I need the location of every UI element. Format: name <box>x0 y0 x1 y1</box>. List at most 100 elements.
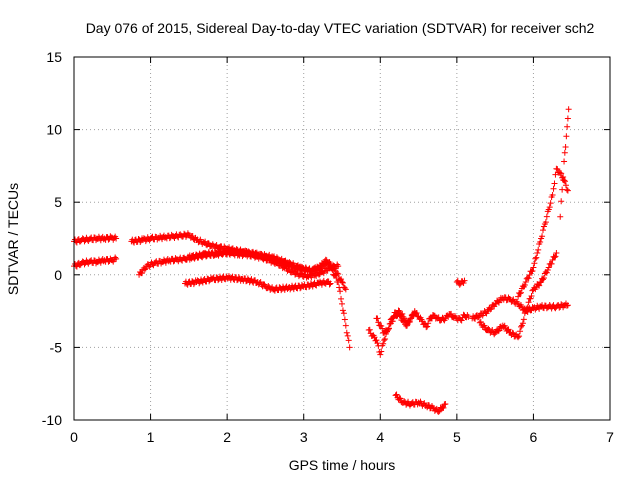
data-point <box>344 332 351 339</box>
data-point <box>564 187 571 194</box>
data-point <box>205 240 211 247</box>
y-tick-label: 0 <box>54 267 62 283</box>
series-arc-a-lower <box>71 254 120 270</box>
data-point <box>338 295 345 302</box>
data-point <box>519 320 526 327</box>
data-point <box>307 280 314 287</box>
data-point <box>113 255 120 262</box>
y-tick-label: -5 <box>50 339 63 355</box>
data-point <box>532 255 539 262</box>
data-point <box>113 235 120 242</box>
data-point <box>378 322 385 329</box>
data-point <box>520 316 527 323</box>
data-point <box>545 264 552 271</box>
data-point <box>501 322 508 329</box>
data-point <box>564 302 571 309</box>
x-tick-label: 3 <box>300 429 308 445</box>
data-point <box>332 272 339 279</box>
data-point <box>558 198 565 205</box>
series-arc-e-rise <box>515 165 571 300</box>
x-axis-label: GPS time / hours <box>289 457 396 473</box>
data-point <box>324 259 331 266</box>
x-tick-label: 1 <box>147 429 155 445</box>
data-point <box>229 273 236 280</box>
data-point <box>537 239 544 246</box>
data-point <box>550 185 557 192</box>
data-point <box>393 313 400 320</box>
data-point <box>396 308 403 315</box>
data-point <box>515 334 522 341</box>
series-arc-a-upper <box>71 233 120 246</box>
data-point <box>343 329 350 336</box>
data-point <box>563 133 570 140</box>
data-point <box>340 310 347 317</box>
y-tick-label: 10 <box>46 122 62 138</box>
series-arc-e-short <box>453 277 468 288</box>
data-point <box>287 261 294 268</box>
data-point <box>188 255 195 262</box>
data-point <box>380 340 387 347</box>
data-point <box>411 308 418 315</box>
data-point <box>397 395 404 402</box>
data-point <box>517 323 524 330</box>
data-point <box>342 286 349 293</box>
data-point <box>564 123 571 130</box>
x-tick-label: 4 <box>376 429 384 445</box>
x-tick-label: 5 <box>453 429 461 445</box>
data-point <box>505 326 512 333</box>
data-point <box>495 299 502 306</box>
data-point <box>543 213 550 220</box>
data-point <box>160 256 167 263</box>
data-point <box>561 149 568 156</box>
data-point <box>559 186 566 193</box>
data-point <box>423 324 430 331</box>
data-point <box>393 391 400 398</box>
series-arc-d-main <box>365 309 472 358</box>
data-point <box>131 239 138 246</box>
series-arc-e-lower <box>476 250 560 341</box>
data-point <box>548 260 555 267</box>
data-point <box>528 292 535 299</box>
data-point <box>377 351 384 358</box>
data-point <box>379 325 386 332</box>
data-point <box>73 239 80 246</box>
data-point <box>554 166 561 173</box>
data-point <box>345 337 352 344</box>
axis-ticks: 0 1 2 3 4 5 6 7 -10 -5 0 5 10 15 <box>42 49 614 445</box>
data-point <box>561 158 568 165</box>
data-point <box>389 318 396 325</box>
data-point <box>395 307 402 314</box>
data-point <box>339 307 346 314</box>
x-tick-label: 0 <box>70 429 78 445</box>
data-point <box>546 204 553 211</box>
data-point <box>552 253 559 260</box>
data-point <box>465 313 472 320</box>
data-point <box>366 326 373 333</box>
data-point <box>342 322 349 329</box>
data-point <box>375 319 382 326</box>
data-point <box>540 227 546 234</box>
data-point <box>335 263 342 270</box>
data-point <box>530 264 537 271</box>
data-point <box>95 256 102 263</box>
data-point <box>406 316 413 323</box>
y-tick-label: 15 <box>46 49 62 65</box>
data-point <box>374 340 381 347</box>
data-point <box>549 191 556 198</box>
data-point <box>202 238 209 245</box>
data-point <box>527 295 534 302</box>
x-tick-label: 7 <box>606 429 614 445</box>
data-point <box>481 322 488 329</box>
data-point <box>378 348 385 355</box>
data-point <box>535 246 542 253</box>
data-point <box>181 230 188 237</box>
data-point <box>373 337 380 344</box>
data-point <box>547 200 554 207</box>
data-point <box>540 276 546 283</box>
y-tick-label: 5 <box>54 194 62 210</box>
data-point <box>561 177 568 184</box>
series-arc-e-main <box>469 294 571 322</box>
data-point <box>542 219 549 226</box>
data-point <box>425 320 432 327</box>
